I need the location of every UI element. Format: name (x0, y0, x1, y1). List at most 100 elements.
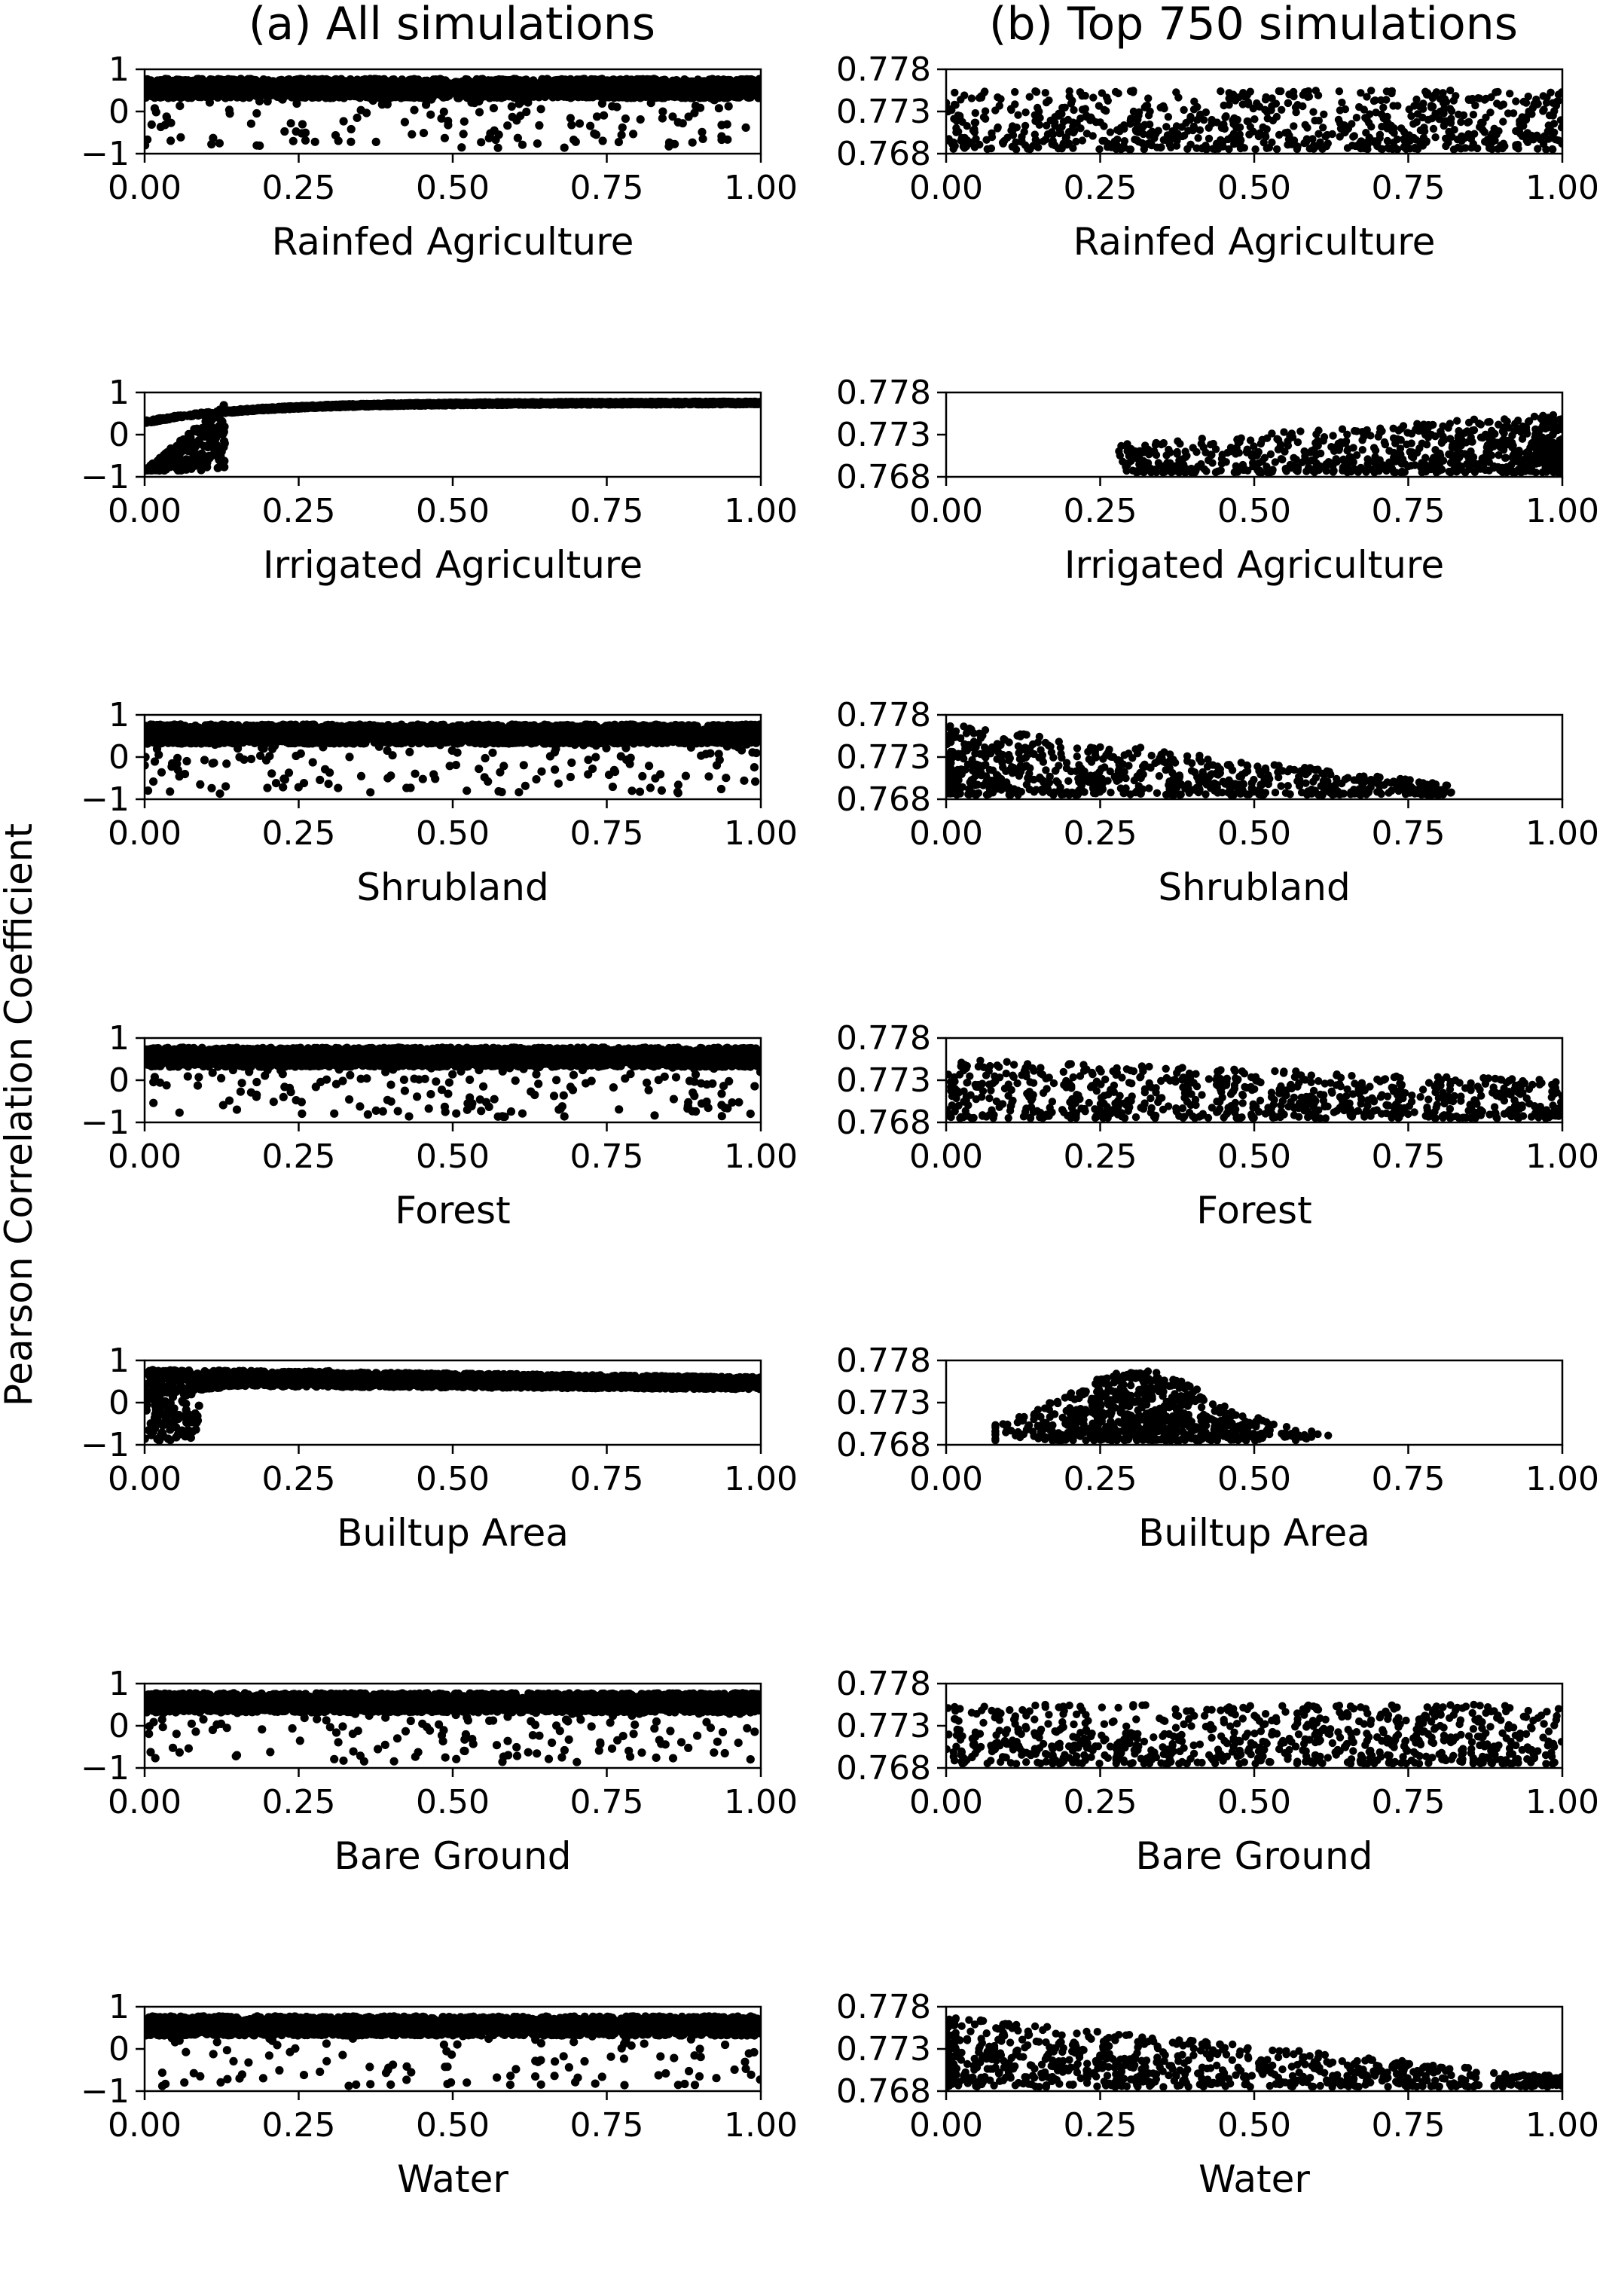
data-point (1338, 98, 1346, 107)
data-point (1070, 105, 1078, 114)
data-point (356, 105, 365, 114)
data-point (1429, 124, 1438, 133)
data-point (1314, 91, 1323, 99)
data-point (1045, 96, 1053, 105)
data-point (1146, 121, 1154, 129)
data-point (255, 91, 264, 100)
data-point (1169, 133, 1178, 142)
x-axis-label: Rainfed Agriculture (272, 220, 634, 264)
data-point (1290, 122, 1298, 130)
data-point (1372, 108, 1380, 117)
data-point (1436, 95, 1445, 103)
data-point (1459, 111, 1468, 120)
data-point (277, 91, 286, 100)
data-point (1069, 118, 1077, 127)
x-tick-label: 1.00 (1525, 169, 1599, 207)
data-point (598, 136, 607, 145)
data-point (1324, 139, 1333, 148)
data-point (1208, 119, 1216, 128)
y-tick-label: 0.778 (836, 50, 931, 89)
data-point (1343, 144, 1352, 152)
data-point (207, 139, 216, 149)
data-point (336, 83, 345, 92)
data-point (1262, 133, 1270, 141)
data-point (422, 79, 431, 88)
data-point (714, 104, 724, 113)
data-point (1245, 130, 1253, 139)
data-point (1159, 102, 1168, 110)
data-point (1403, 133, 1411, 141)
data-point (658, 114, 667, 123)
data-point (216, 78, 225, 87)
data-point (603, 89, 612, 98)
data-point (1309, 108, 1318, 116)
data-point (747, 84, 756, 93)
data-point (1363, 145, 1372, 154)
data-point (533, 139, 542, 148)
x-tick-label: 1.00 (724, 169, 798, 207)
data-point (513, 133, 523, 142)
data-point (518, 90, 527, 99)
data-point (1219, 142, 1227, 151)
data-point (158, 77, 167, 86)
data-point (252, 141, 261, 150)
data-point (673, 118, 682, 127)
data-point (1230, 114, 1238, 122)
data-point (1265, 143, 1274, 152)
data-point (489, 104, 499, 113)
data-point (1412, 95, 1421, 104)
data-point (429, 78, 438, 87)
data-point (676, 80, 685, 89)
data-point (1522, 115, 1531, 124)
data-point (1064, 139, 1073, 148)
data-point (646, 99, 655, 108)
data-point (1369, 96, 1379, 105)
scatter-points (946, 86, 1562, 154)
data-point (1461, 144, 1470, 152)
data-point (377, 100, 386, 109)
data-point (1064, 128, 1073, 136)
data-point (361, 90, 370, 99)
data-point (456, 86, 466, 95)
data-point (1409, 120, 1418, 128)
data-point (391, 93, 400, 102)
data-point (1126, 145, 1135, 154)
data-point (1452, 92, 1460, 100)
data-point (698, 127, 707, 136)
data-point (1335, 87, 1344, 96)
data-point (166, 136, 176, 145)
scatter-points (145, 397, 761, 475)
x-tick-label: 0.50 (416, 169, 490, 207)
data-point (409, 92, 418, 101)
data-point (1126, 120, 1134, 128)
data-point (592, 112, 602, 121)
data-point (698, 134, 707, 143)
data-point (267, 80, 276, 89)
data-point (331, 75, 340, 84)
data-point (1319, 124, 1327, 132)
data-point (1509, 109, 1518, 118)
data-point (160, 121, 169, 130)
data-point (384, 81, 394, 90)
data-point (1431, 133, 1440, 142)
data-point (1120, 121, 1128, 130)
data-point (1235, 137, 1244, 145)
data-point (1302, 138, 1311, 146)
data-point (1165, 140, 1174, 149)
data-point (487, 83, 496, 92)
data-point (1357, 89, 1365, 97)
data-point (1479, 126, 1487, 134)
data-point (1407, 111, 1415, 121)
data-point (1544, 135, 1553, 143)
data-point (516, 111, 525, 121)
data-point (704, 75, 713, 84)
data-point (292, 99, 301, 108)
data-point (717, 132, 726, 141)
data-point (527, 92, 536, 101)
data-point (1238, 100, 1247, 108)
data-point (1293, 101, 1302, 109)
data-point (1522, 99, 1531, 107)
data-point (1316, 138, 1324, 146)
data-point (1448, 133, 1456, 141)
